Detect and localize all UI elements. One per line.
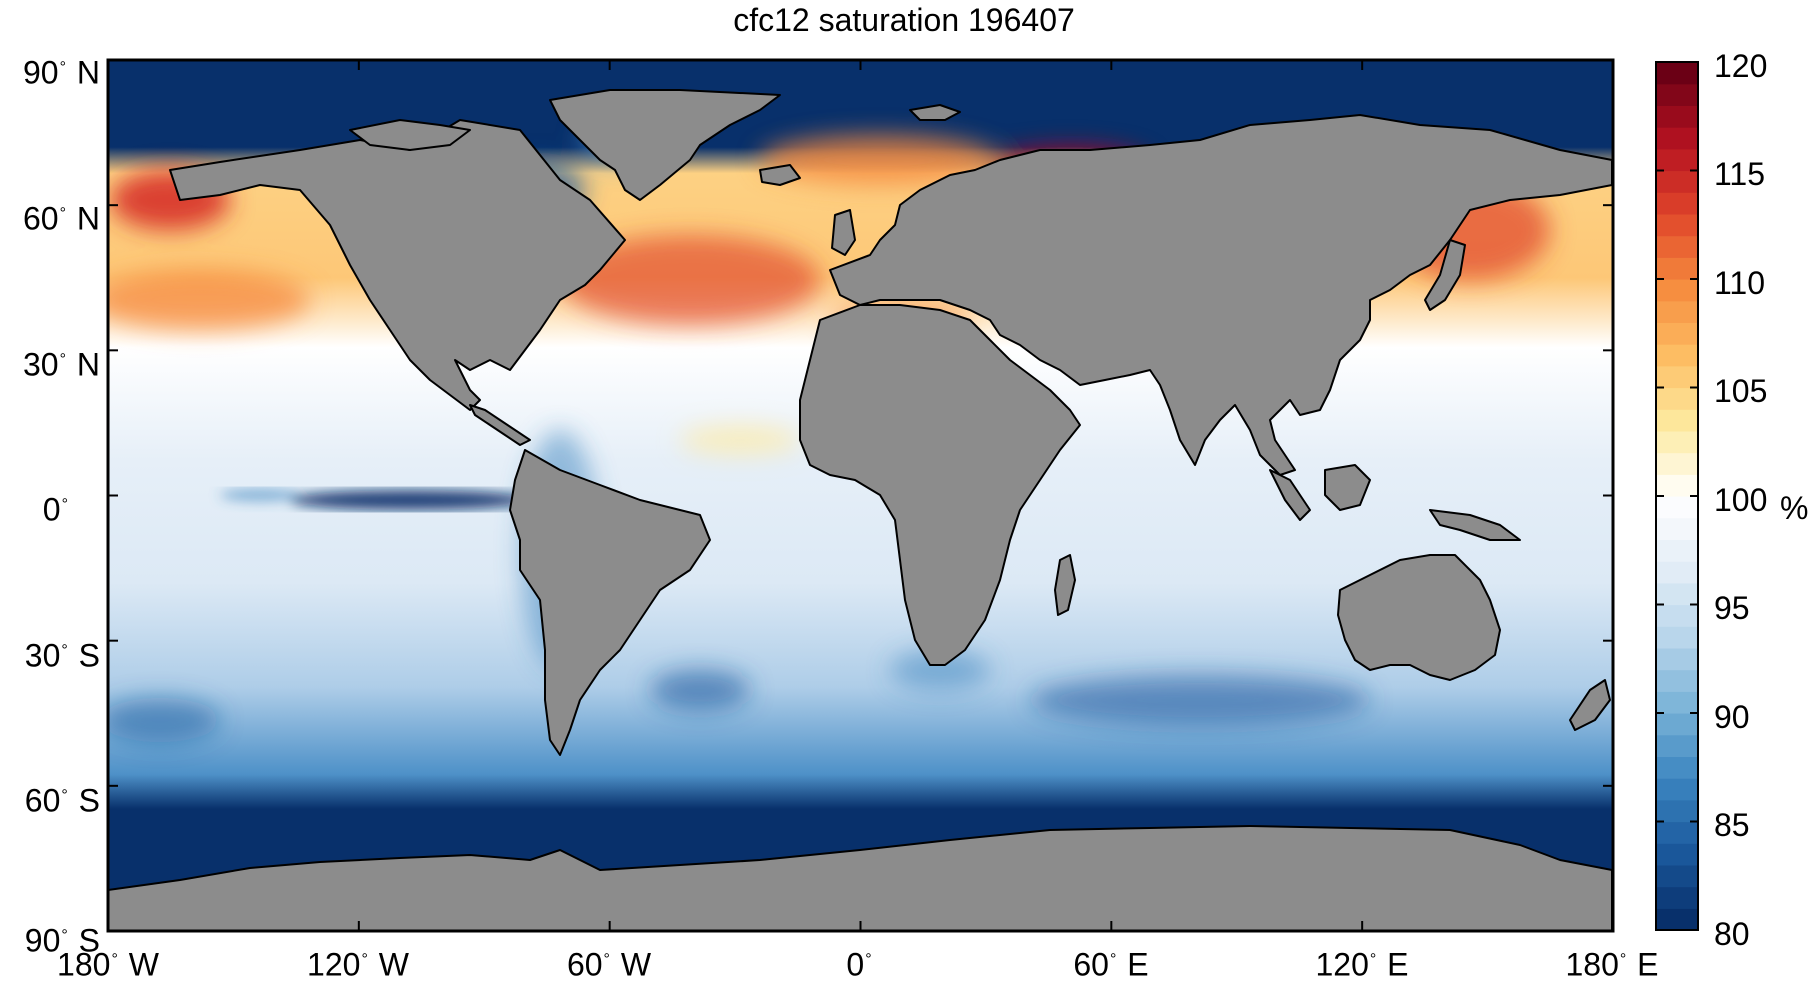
south-america [509, 449, 711, 756]
colorbar-band [1656, 539, 1698, 562]
x-tick-label: 0° [846, 946, 872, 983]
landmasses [108, 89, 1613, 931]
colorbar-band [1656, 192, 1698, 215]
new-zealand [1569, 679, 1611, 731]
map-area [108, 60, 1613, 931]
colorbar-band [1656, 83, 1698, 106]
colorbar-band [1656, 387, 1698, 410]
colorbar-band [1656, 300, 1698, 323]
y-tick-label: 0° [42, 491, 68, 528]
y-tick-label: 30° S [24, 637, 100, 674]
colorbar-band [1656, 127, 1698, 150]
colorbar-band [1656, 409, 1698, 432]
x-tick-label: 120° E [1315, 946, 1409, 983]
colorbar-tick-label: 85 [1714, 807, 1750, 843]
y-tick-label: 30° N [23, 346, 100, 383]
colorbar-band [1656, 864, 1698, 888]
colorbar-band [1656, 279, 1698, 302]
colorbar-band [1656, 843, 1698, 866]
colorbar-band [1656, 452, 1698, 475]
colorbar-band [1656, 170, 1698, 193]
x-tick-label: 180° W [57, 946, 159, 983]
colorbar-tick-label: 105 [1714, 373, 1768, 409]
new-guinea [1429, 509, 1521, 541]
x-axis-ticks [107, 60, 1614, 931]
colorbar-tick-label: 115 [1714, 156, 1766, 192]
colorbar-band [1656, 62, 1698, 85]
colorbar-tick-label: 90 [1714, 699, 1750, 735]
colorbar-ticks [1656, 61, 1698, 931]
y-tick-label: 60° N [23, 200, 100, 237]
x-tick-label: 120° W [307, 946, 409, 983]
equatorial-band [220, 489, 530, 510]
uk [831, 209, 856, 256]
colorbar-band [1656, 669, 1698, 692]
colorbar-unit: % [1780, 490, 1808, 526]
colorbar-band [1656, 322, 1698, 345]
y-tick-label: 90° S [24, 922, 100, 959]
madagascar [1054, 554, 1076, 616]
colorbar-band [1656, 799, 1698, 823]
australia [1337, 554, 1501, 681]
colorbar-band [1656, 713, 1698, 736]
north-america [169, 119, 626, 411]
colorbar-tick-label: 80 [1714, 916, 1750, 952]
arctic-islands [349, 119, 471, 151]
y-axis-ticks [108, 59, 1613, 932]
y-tick-label: 90° N [23, 54, 100, 91]
colorbar-band [1656, 778, 1698, 801]
colorbar-band [1656, 105, 1698, 128]
colorbar-band [1656, 235, 1698, 258]
iceland [759, 164, 801, 186]
colorbar-band [1656, 213, 1698, 237]
central-america [469, 404, 531, 446]
colorbar [1656, 62, 1698, 931]
colorbar-band [1656, 647, 1698, 671]
svalbard [909, 104, 961, 121]
colorbar-band [1656, 626, 1698, 649]
colorbar-band [1656, 496, 1698, 519]
borneo [1324, 464, 1371, 511]
colorbar-tick-label: 110 [1714, 265, 1766, 301]
colorbar-band [1656, 691, 1698, 714]
greenland [549, 89, 781, 201]
x-tick-label: 180° E [1565, 946, 1659, 983]
colorbar-tick-label: 120 [1714, 48, 1768, 84]
colorbar-band [1656, 344, 1698, 367]
colorbar-band [1656, 821, 1698, 844]
colorbar-band [1656, 517, 1698, 540]
colorbar-band [1656, 257, 1698, 280]
colorbar-band [1656, 430, 1698, 454]
colorbar-band [1656, 148, 1698, 172]
colorbar-band [1656, 474, 1698, 497]
eurasia [829, 114, 1613, 476]
colorbar-band [1656, 582, 1698, 606]
colorbar-band [1656, 365, 1698, 389]
colorbar-tick-label: 95 [1714, 590, 1750, 626]
colorbar-band [1656, 886, 1698, 909]
y-tick-label: 60° S [24, 782, 100, 819]
antarctica [108, 825, 1613, 931]
colorbar-band [1656, 604, 1698, 627]
africa [799, 304, 1081, 666]
japan [1424, 239, 1466, 311]
colorbar-tick-label: 100 [1714, 482, 1768, 518]
colorbar-band [1656, 756, 1698, 779]
sumatra [1269, 469, 1311, 521]
map-title: cfc12 saturation 196407 [733, 2, 1075, 38]
x-tick-label: 60° W [566, 946, 652, 983]
colorbar-band [1656, 734, 1698, 757]
colorbar-band [1656, 561, 1698, 584]
x-tick-label: 60° E [1073, 946, 1149, 983]
colorbar-band [1656, 908, 1698, 931]
